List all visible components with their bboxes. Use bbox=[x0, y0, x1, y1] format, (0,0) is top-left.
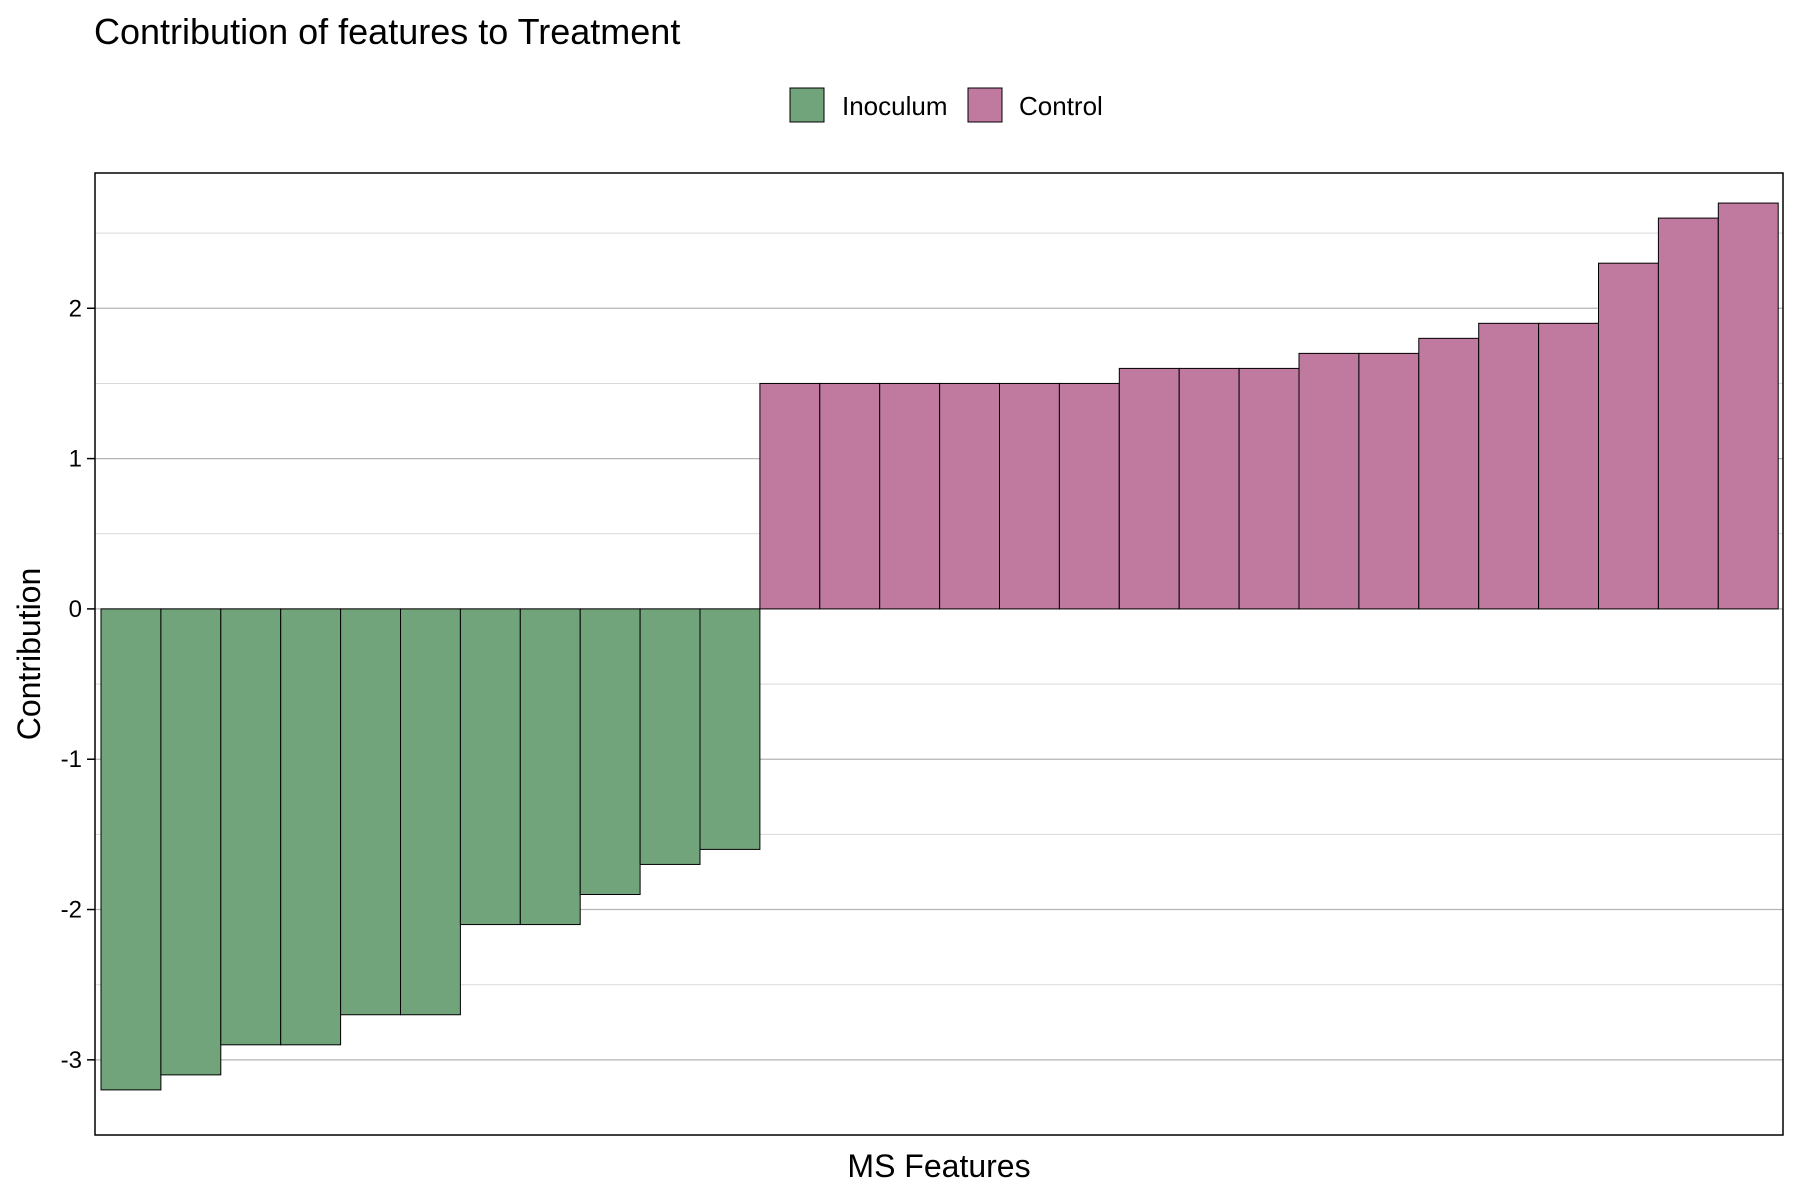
bar-control bbox=[1418, 337, 1480, 610]
bars-layer bbox=[100, 202, 1779, 1091]
y-tick-label: 1 bbox=[69, 446, 82, 473]
bar-control bbox=[939, 382, 1000, 610]
bar-control bbox=[1118, 367, 1180, 610]
y-tick-label: -2 bbox=[61, 897, 82, 924]
bar-control bbox=[759, 382, 821, 610]
bar-control bbox=[1538, 322, 1599, 610]
bar-inoculum bbox=[100, 608, 162, 1091]
bar-control bbox=[1178, 367, 1240, 610]
bar-control bbox=[1358, 352, 1420, 610]
y-tick-label: 2 bbox=[69, 295, 82, 322]
y-tick-label: 0 bbox=[69, 596, 82, 623]
bar-inoculum bbox=[579, 608, 641, 895]
y-tick-label: -3 bbox=[61, 1047, 82, 1074]
legend-swatch-control bbox=[967, 87, 1003, 123]
bar-inoculum bbox=[400, 608, 461, 1016]
bar-control bbox=[879, 382, 941, 610]
bar-inoculum bbox=[519, 608, 581, 926]
bar-control bbox=[1598, 262, 1659, 610]
bar-control bbox=[1058, 382, 1120, 610]
bar-inoculum bbox=[220, 608, 282, 1046]
bar-inoculum bbox=[699, 608, 761, 850]
chart-title: Contribution of features to Treatment bbox=[94, 11, 680, 52]
bar-inoculum bbox=[280, 608, 342, 1046]
bar-control bbox=[819, 382, 881, 610]
y-axis-ticks: -3 -2 -1 0 1 2 bbox=[61, 295, 95, 1074]
bar-inoculum bbox=[639, 608, 701, 865]
y-axis-title: Contribution bbox=[11, 568, 47, 741]
bar-inoculum bbox=[340, 608, 402, 1016]
bar-control bbox=[1298, 352, 1360, 610]
x-axis-title: MS Features bbox=[847, 1148, 1030, 1184]
bar-inoculum bbox=[459, 608, 521, 926]
bar-control bbox=[1238, 367, 1300, 610]
bar-control bbox=[1478, 322, 1540, 610]
bar-control bbox=[999, 382, 1060, 610]
legend: Inoculum Control bbox=[789, 87, 1103, 123]
legend-swatch-inoculum bbox=[789, 87, 825, 123]
legend-label-inoculum: Inoculum bbox=[842, 91, 948, 121]
y-tick-label: -1 bbox=[61, 746, 82, 773]
legend-label-control: Control bbox=[1019, 91, 1103, 121]
bar-inoculum bbox=[160, 608, 222, 1076]
bar-control bbox=[1657, 217, 1719, 610]
plot-frame bbox=[94, 172, 1784, 1136]
bar-control bbox=[1717, 202, 1779, 610]
